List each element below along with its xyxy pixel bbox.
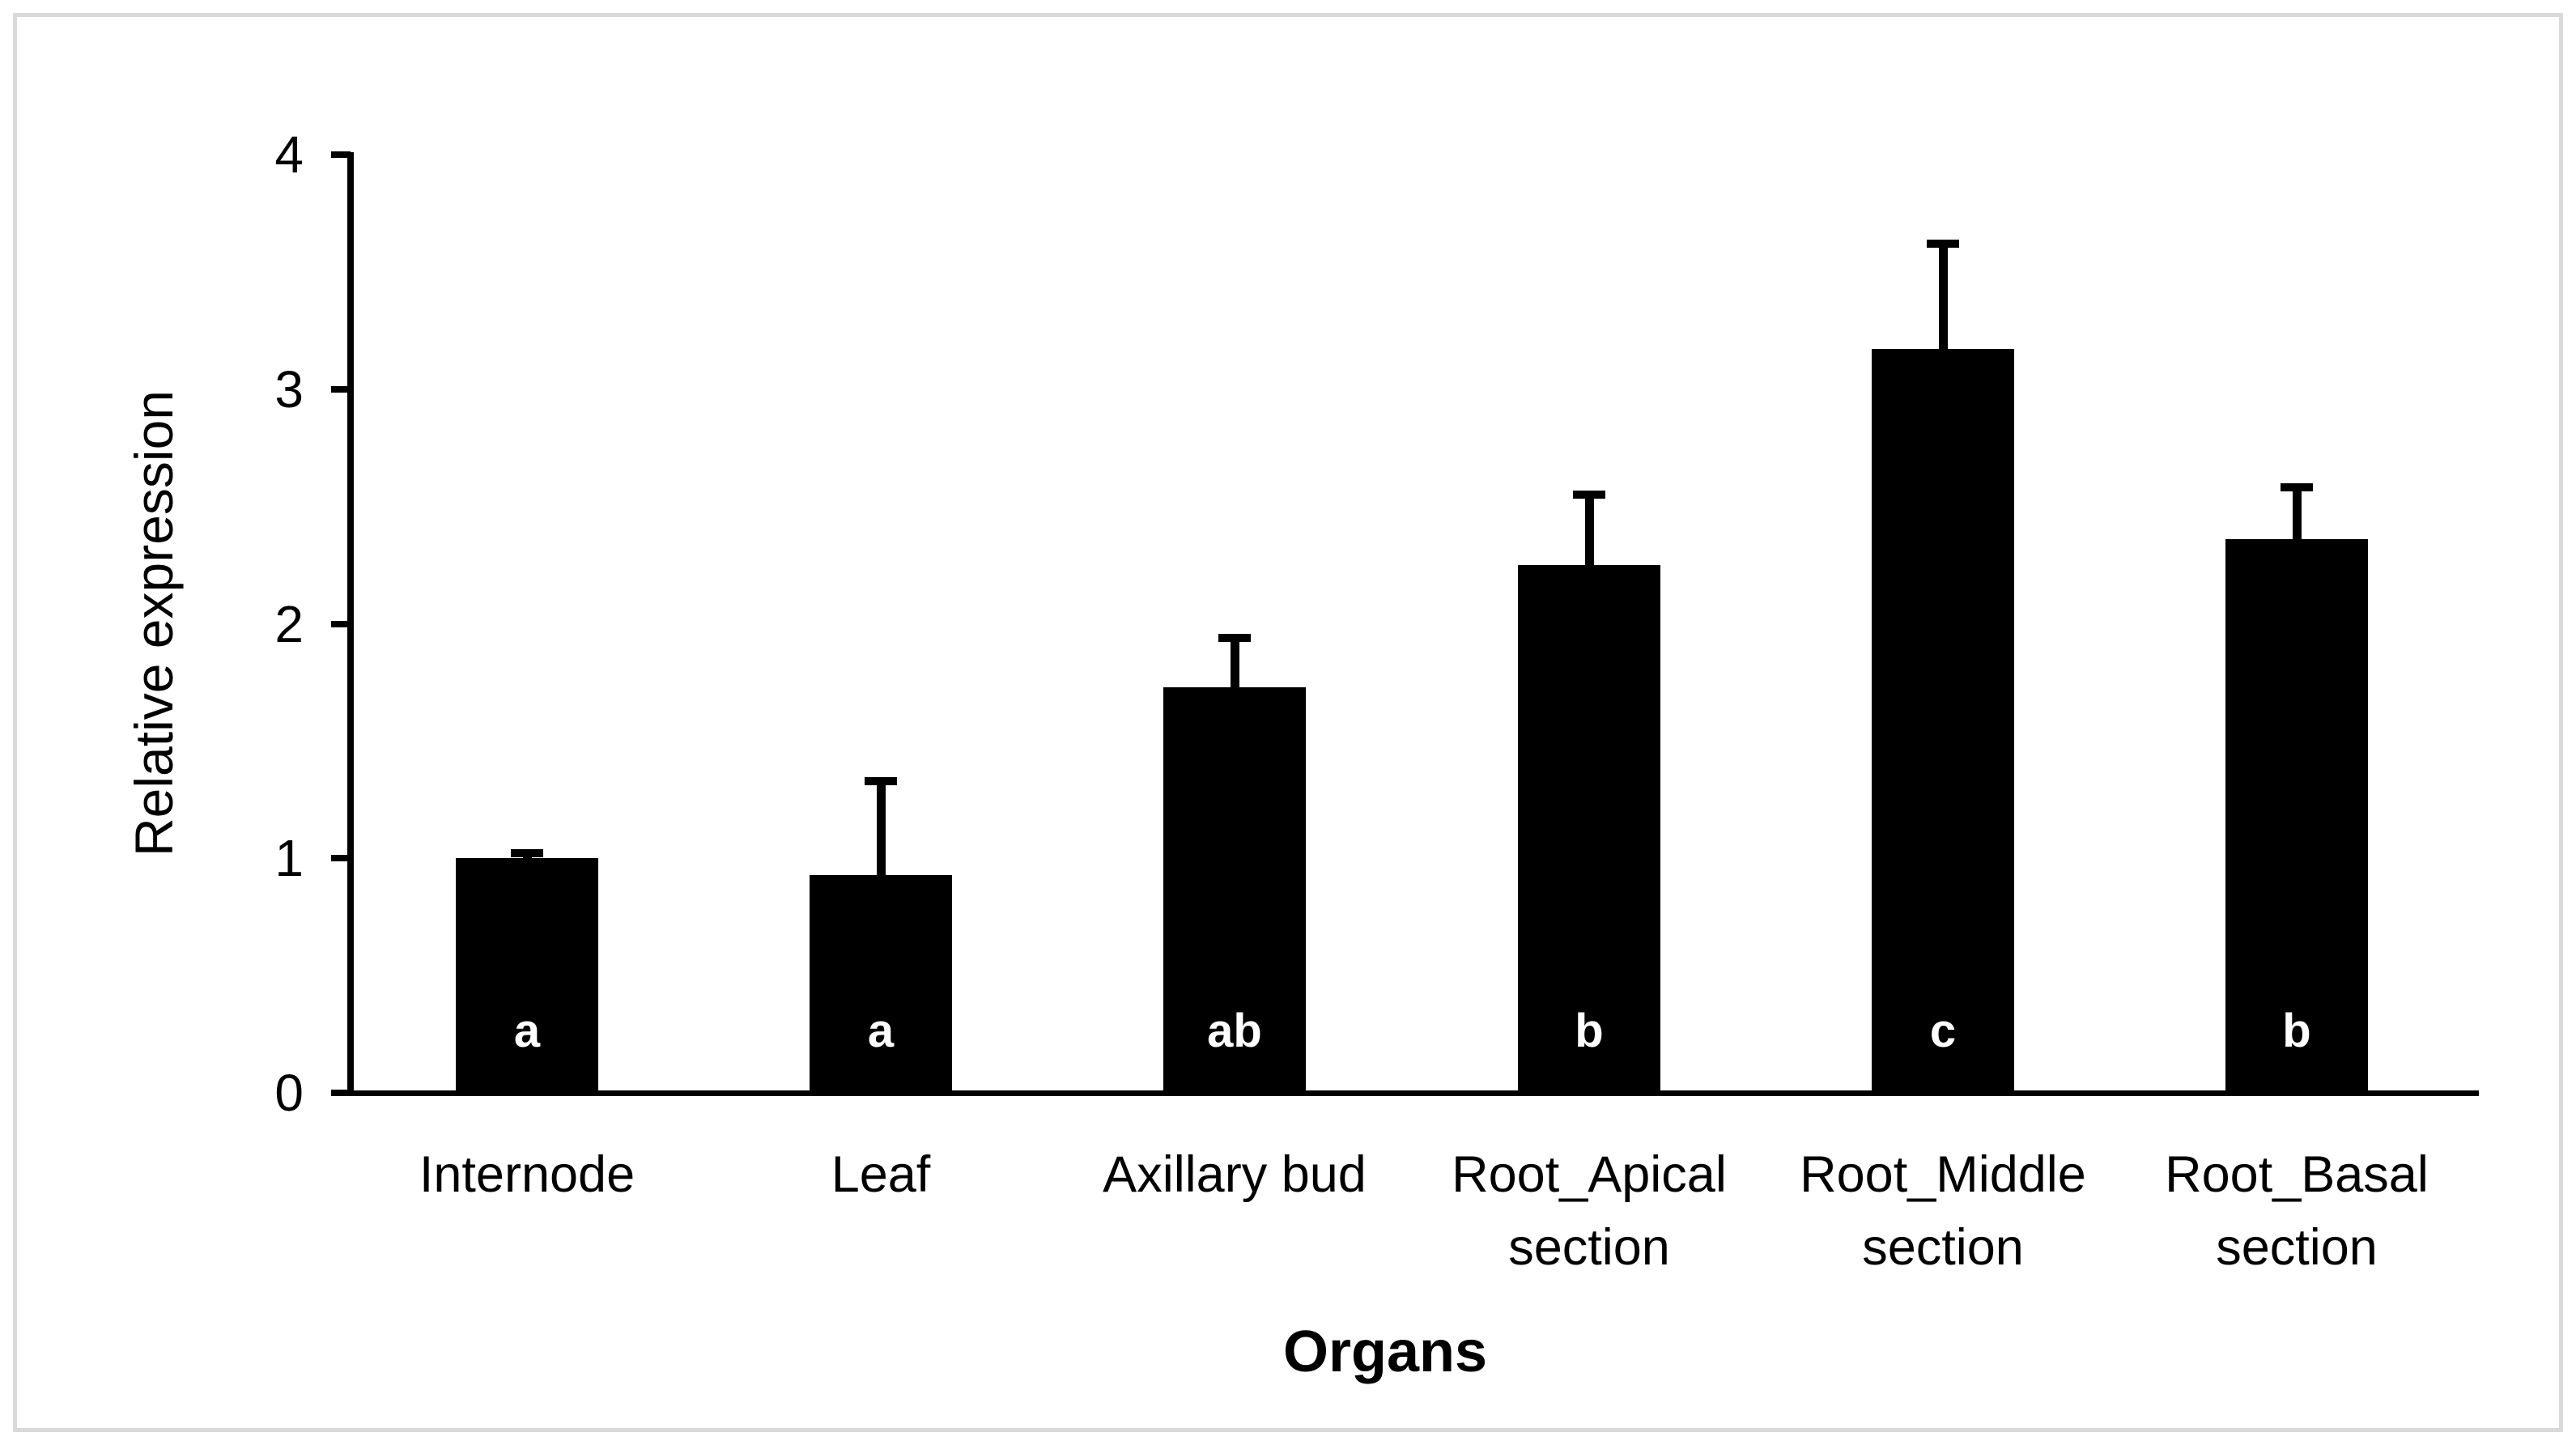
error-bar-cap	[511, 849, 543, 858]
bar	[456, 858, 598, 1093]
error-bar-line	[1938, 244, 1948, 350]
bar	[1872, 349, 2014, 1093]
bar	[1518, 565, 1660, 1093]
significance-letter: a	[513, 1005, 541, 1057]
x-category-label: Root_Middle section	[1800, 1146, 2086, 1276]
y-tick-mark	[331, 855, 351, 862]
y-tick-mark	[331, 151, 351, 158]
y-tick-mark	[331, 385, 351, 393]
x-category-label: Root_Basal section	[2165, 1146, 2429, 1276]
y-tick-label: 0	[274, 1064, 304, 1122]
x-axis-title: Organs	[1282, 1320, 1488, 1384]
significance-letter: a	[867, 1005, 895, 1057]
significance-letter: c	[1929, 1005, 1957, 1057]
x-category-label: Axillary bud	[1103, 1146, 1367, 1203]
error-bar-cap	[865, 776, 897, 785]
y-axis-title: Relative expression	[124, 390, 184, 856]
error-bar-line	[1584, 495, 1594, 566]
y-tick-label: 1	[274, 829, 304, 888]
x-category-label: Leaf	[831, 1146, 931, 1203]
x-category-label: Internode	[419, 1146, 635, 1203]
y-tick-label: 3	[274, 359, 304, 419]
significance-letter: b	[1575, 1005, 1604, 1057]
error-bar-cap	[2281, 483, 2313, 492]
x-category-label: Root_Apical section	[1452, 1146, 1727, 1276]
error-bar-line	[2292, 487, 2302, 540]
bar	[2225, 539, 2368, 1093]
y-axis-line	[347, 152, 354, 1096]
error-bar-line	[876, 780, 886, 875]
significance-letter: b	[2282, 1005, 2311, 1057]
significance-letter: ab	[1207, 1005, 1262, 1057]
y-tick-label: 4	[274, 125, 304, 184]
x-axis-line	[331, 1090, 2479, 1096]
error-bar-cap	[1218, 633, 1251, 642]
y-tick-mark	[331, 1090, 351, 1096]
y-tick-label: 2	[274, 594, 304, 653]
error-bar-line	[1230, 637, 1239, 687]
bar	[1163, 686, 1306, 1093]
error-bar-cap	[1573, 491, 1605, 499]
error-bar-cap	[1927, 240, 1959, 249]
y-tick-mark	[331, 620, 351, 627]
bar	[810, 874, 952, 1093]
